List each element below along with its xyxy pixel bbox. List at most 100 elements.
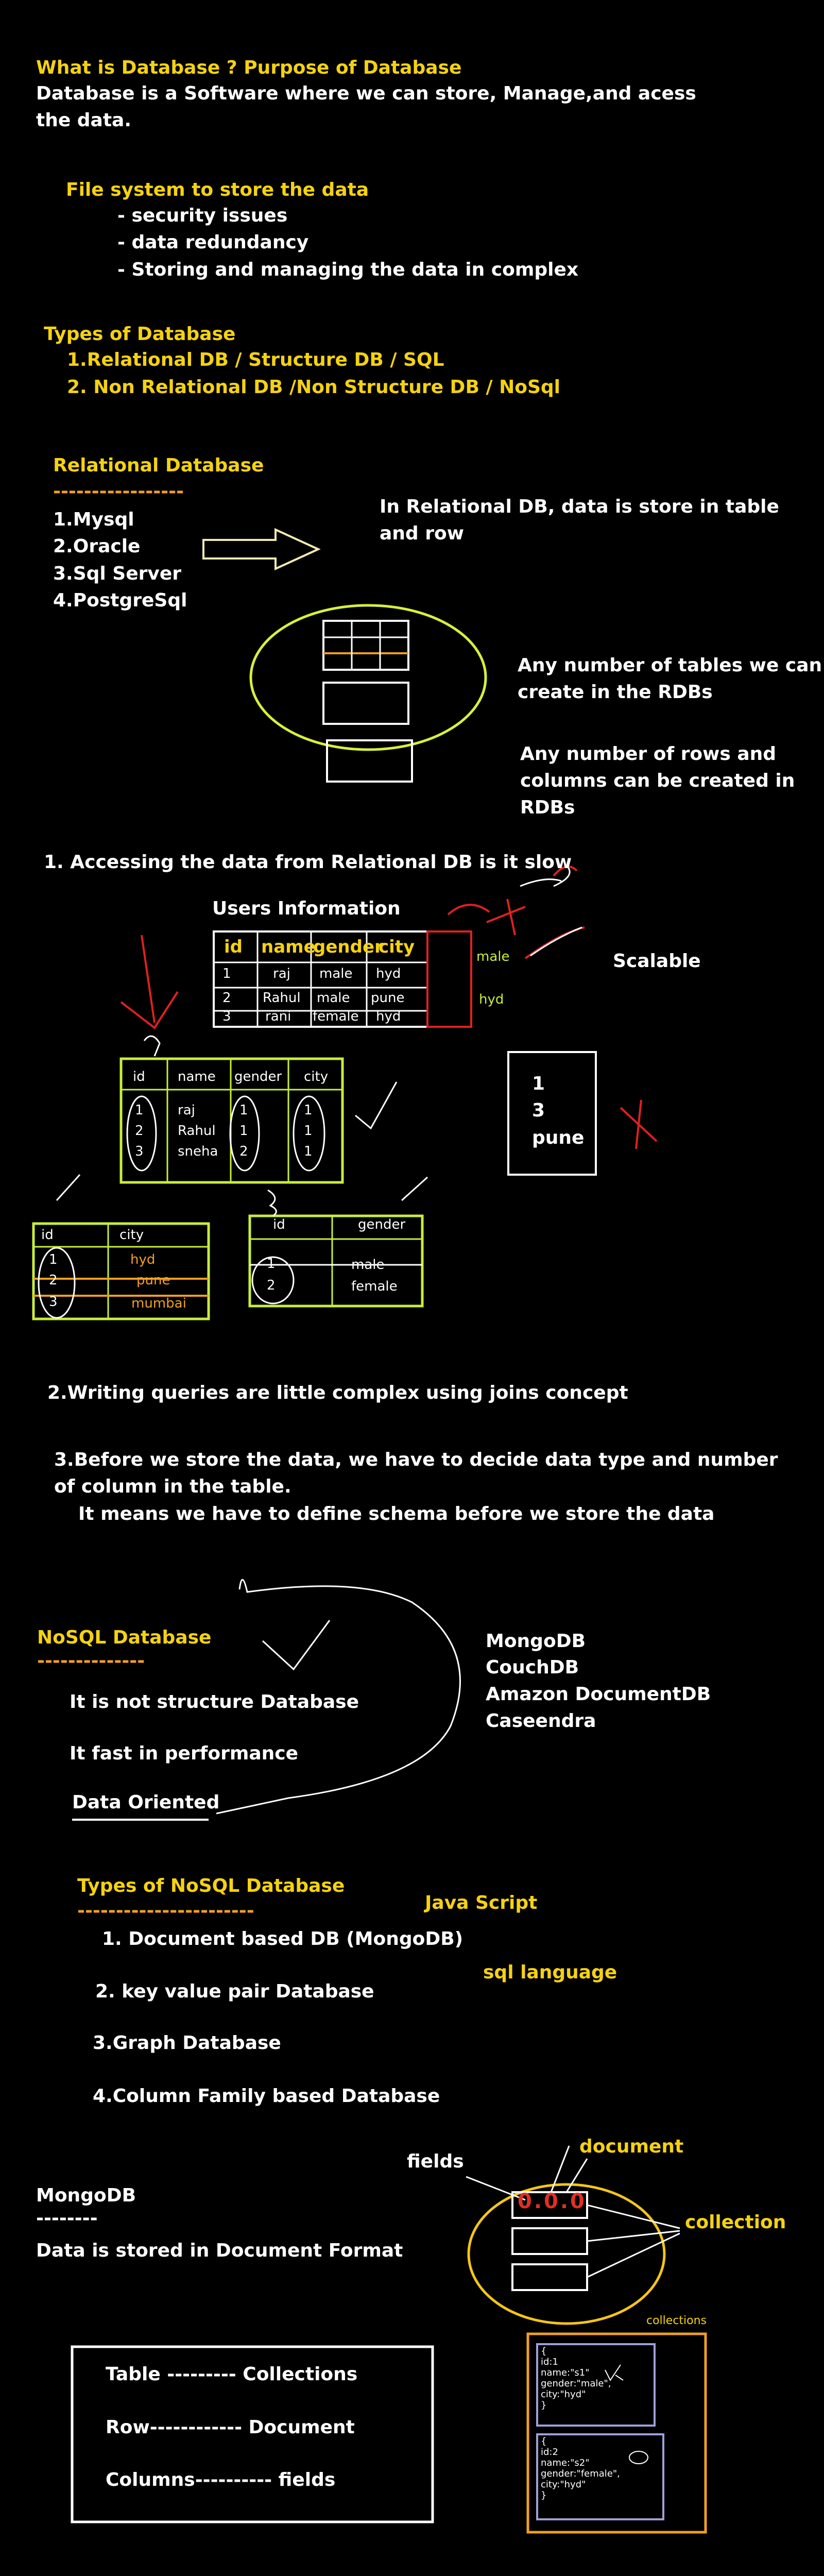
- point-3c: It means we have to define schema before…: [78, 1503, 715, 1524]
- document-2: { id:2 name:"s2" gender:"female", city:"…: [541, 2436, 620, 2501]
- rows-note-3: RDBs: [520, 797, 575, 818]
- split-header: name: [178, 1069, 216, 1084]
- point-3a: 3.Before we store the data, we have to d…: [54, 1449, 778, 1470]
- point-2: 2.Writing queries are little complex usi…: [47, 1382, 628, 1403]
- right-arrow-shape: [202, 528, 321, 571]
- nosql-type-item: 4.Column Family based Database: [93, 2086, 440, 2107]
- users-cell: 1: [222, 966, 231, 981]
- city-table: [32, 1222, 210, 1320]
- mapping-row: Table --------- Collections: [106, 2364, 358, 2385]
- scalable-label: Scalable: [613, 951, 701, 972]
- relational-note-1: In Relational DB, data is store in table: [380, 496, 779, 517]
- nosql-heading: NoSQL Database: [37, 1627, 212, 1648]
- gender-header: gender: [358, 1217, 406, 1232]
- split-city: 1: [304, 1103, 313, 1118]
- city-value: mumbai: [131, 1296, 186, 1311]
- users-cell: hyd: [376, 966, 401, 981]
- nosql-types-heading: Types of NoSQL Database: [77, 1875, 345, 1896]
- rows-note-1: Any number of rows and: [520, 743, 777, 765]
- table-sketch-2: [322, 682, 409, 725]
- split-city: 1: [304, 1144, 313, 1159]
- filesystem-item: - security issues: [117, 205, 288, 226]
- relational-list-item: 1.Mysql: [53, 509, 134, 530]
- tables-note-1: Any number of tables we can: [518, 655, 822, 676]
- collection-circle: [467, 2183, 666, 2325]
- point-3b: of column in the table.: [54, 1476, 291, 1497]
- types-item-2: 2. Non Relational DB /Non Structure DB /…: [67, 377, 560, 398]
- relational-list-item: 4.PostgreSql: [53, 590, 187, 611]
- types-heading: Types of Database: [44, 324, 236, 345]
- intro-line-1: Database is a Software where we can stor…: [36, 83, 696, 104]
- users-header-city: city: [379, 937, 415, 957]
- split-header: gender: [234, 1069, 282, 1084]
- split-name: Rahul: [178, 1123, 216, 1139]
- main-split-table: [119, 1057, 344, 1184]
- split-header: city: [304, 1069, 329, 1084]
- users-cell: female: [313, 1009, 359, 1024]
- mongo-underline: --------: [36, 2208, 98, 2229]
- slow-point: 1. Accessing the data from Relational DB…: [44, 852, 572, 873]
- intro-title: What is Database ? Purpose of Database: [36, 57, 462, 78]
- gender-header: id: [273, 1217, 285, 1232]
- fields-label: fields: [407, 2151, 464, 2172]
- values-box-item: 1: [532, 1073, 545, 1094]
- nosql-underline: --------------: [37, 1650, 145, 1671]
- nosql-db: Amazon DocumentDB: [486, 1684, 711, 1705]
- mapping-box: [71, 2345, 434, 2523]
- mongo-desc: Data is stored in Document Format: [36, 2240, 403, 2261]
- nosql-type-item: 3.Graph Database: [93, 2032, 281, 2054]
- city-id: 1: [49, 1252, 58, 1267]
- city-header: city: [119, 1227, 144, 1243]
- users-cell: pune: [371, 990, 405, 1006]
- document-label: document: [579, 2136, 684, 2157]
- tables-note-2: create in the RDBs: [518, 682, 713, 703]
- city-value: hyd: [130, 1252, 156, 1267]
- mongo-heading: MongoDB: [36, 2185, 136, 2206]
- split-name: raj: [178, 1103, 195, 1118]
- nosql-point: It fast in performance: [70, 1743, 299, 1764]
- split-name: sneha: [178, 1144, 218, 1159]
- collection-label: collection: [685, 2212, 786, 2233]
- nosql-point: Data Oriented: [72, 1792, 220, 1813]
- nosql-db: Caseendra: [486, 1710, 596, 1732]
- collections-small-label: collections: [646, 2314, 707, 2327]
- users-cell: 2: [222, 990, 231, 1006]
- split-id: 2: [135, 1123, 144, 1139]
- users-header-name: name: [261, 937, 316, 957]
- intro-line-2: the data.: [36, 110, 132, 131]
- nosql-point: It is not structure Database: [70, 1691, 359, 1713]
- split-city: 1: [304, 1123, 313, 1139]
- document-field-values: 0.0.0: [518, 2190, 587, 2213]
- relational-heading: Relational Database: [53, 455, 264, 476]
- nosql-curve: [216, 1579, 461, 1815]
- relational-list-item: 2.Oracle: [53, 536, 141, 557]
- users-title: Users Information: [212, 898, 401, 919]
- nosql-db: MongoDB: [486, 1631, 586, 1652]
- filesystem-item: - data redundancy: [117, 232, 309, 253]
- users-cell: rani: [265, 1009, 291, 1024]
- types-item-1: 1.Relational DB / Structure DB / SQL: [67, 349, 444, 370]
- values-box-item: pune: [532, 1127, 585, 1148]
- sql-language-label: sql language: [483, 1962, 617, 1983]
- split-id: 3: [135, 1144, 144, 1159]
- users-cell: 3: [222, 1009, 231, 1024]
- collections-box: [526, 2332, 707, 2534]
- users-cell: male: [319, 966, 353, 981]
- users-cell: male: [317, 990, 350, 1006]
- highlight-box: [426, 930, 472, 1028]
- java-script-label: Java Script: [425, 1892, 538, 1913]
- gender-table: [248, 1214, 424, 1308]
- users-cell: Rahul: [263, 990, 301, 1006]
- split-gender: 2: [239, 1144, 248, 1159]
- values-box: [507, 1051, 597, 1176]
- split-header: id: [133, 1069, 145, 1084]
- tables-circle: [249, 604, 487, 751]
- split-gender: 1: [239, 1103, 248, 1118]
- side-hyd-label: hyd: [479, 992, 504, 1007]
- city-id: 3: [49, 1294, 58, 1310]
- mapping-row: Columns---------- fields: [106, 2469, 336, 2490]
- city-value: pune: [136, 1273, 170, 1288]
- users-header-id: id: [224, 937, 243, 957]
- nosql-db: CouchDB: [486, 1657, 579, 1678]
